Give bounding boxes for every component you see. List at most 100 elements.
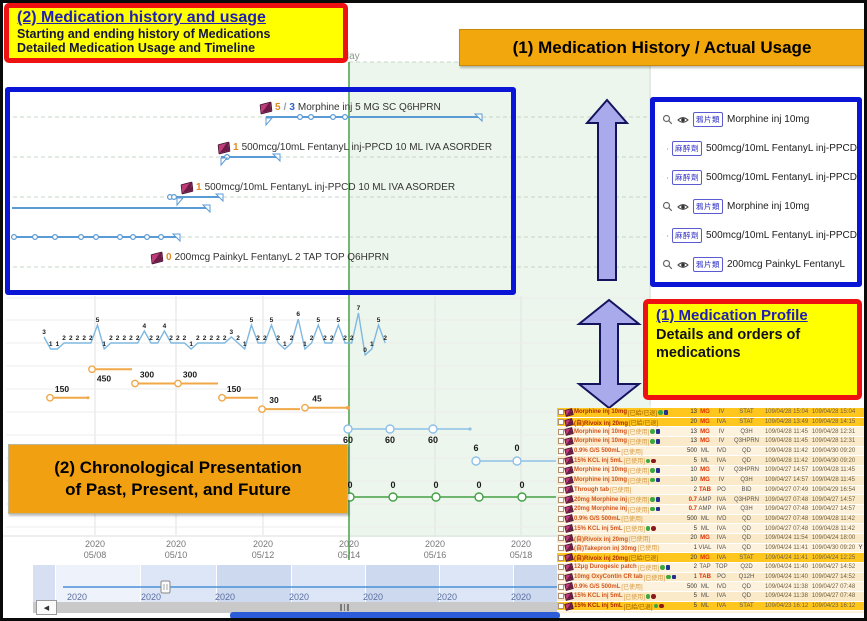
order-row[interactable]: 0.9% G/S 500mL [已使用] 500 ML IVD QD 109/04/24 1… <box>557 582 865 593</box>
order-end-time: 109/04/28 15:04 <box>811 409 856 416</box>
order-checkbox[interactable] <box>558 554 564 561</box>
order-checkbox[interactable] <box>558 525 564 532</box>
order-checkbox[interactable] <box>558 438 564 445</box>
order-end-time: 109/04/28 11:45 <box>812 477 855 484</box>
scroll-left-button[interactable]: ◀ <box>36 600 57 615</box>
order-start-time: 109/04/27 07:48 <box>764 496 809 503</box>
search-icon[interactable] <box>662 259 673 270</box>
mini-timeline-cell[interactable] <box>140 565 217 602</box>
order-row[interactable]: Morphine inj 10mg [已使用] 10 MG IV Q3HPRN 109/04… <box>557 466 865 476</box>
order-row[interactable]: (自)Takepron inj 30mg [已使用] 1 VIAL IVA QD 109/0… <box>557 543 865 554</box>
order-row[interactable]: 15% KCL inj 5mL [已使用] 5 ML IVA QD 109/04/28 11… <box>557 456 865 467</box>
svg-text:3: 3 <box>230 329 234 336</box>
order-checkbox[interactable] <box>558 467 564 474</box>
order-row[interactable]: Through tab [已使用] 2 TAB PO BID 109/04/27 07:49… <box>557 485 865 496</box>
order-row[interactable]: (自)Rivoix inj 20mg [已使用] 20 MG IVA QD 109/04/2… <box>557 533 865 544</box>
eye-icon[interactable] <box>667 231 668 241</box>
svg-text:7: 7 <box>357 305 361 312</box>
svg-text:5: 5 <box>316 317 320 324</box>
eye-icon[interactable] <box>677 260 689 270</box>
axis-date-label: 2020 05/14 <box>337 539 361 560</box>
order-unit: ML <box>700 603 710 610</box>
mini-timeline-cell[interactable] <box>439 565 514 602</box>
medication-timeline-entry[interactable]: 1 500mcg/10mL FentanyL inj-PPCD 10 ML IVA… <box>180 181 455 194</box>
range-handle[interactable] <box>160 580 171 594</box>
order-drug-name: 20mg Morphine inj <box>574 506 628 513</box>
order-row[interactable]: 0.9% G/S 500mL [已使用] 500 ML IVD QD 109/04/28 1… <box>557 446 865 457</box>
order-row[interactable]: (自)Rivoix inj 20mg [已給/已退] 20 MG IVA STAT 109/… <box>557 553 865 563</box>
mini-range-slider[interactable] <box>33 565 862 613</box>
actual-usage-row[interactable]: 鴉片類 Morphine inj 10mg <box>662 107 857 133</box>
eye-icon[interactable] <box>677 202 689 212</box>
order-checkbox[interactable] <box>558 564 564 571</box>
order-row[interactable]: 20mg Morphine inj [已使用] 0.7 AMP IVA Q3H 109/04… <box>557 504 865 515</box>
order-checkbox[interactable] <box>558 419 564 426</box>
actual-usage-row[interactable]: 鴉片類 200mcg PainkyL FentanyL <box>662 252 857 278</box>
svg-text:2: 2 <box>136 335 140 342</box>
order-checkbox[interactable] <box>558 457 564 464</box>
order-row[interactable]: 0.9% G/S 500mL [已使用] 500 ML IVD QD 109/04/27 0… <box>557 514 865 525</box>
mini-timeline-cell[interactable] <box>365 565 440 602</box>
search-icon[interactable] <box>662 114 673 125</box>
horizontal-scrollbar-thumb[interactable] <box>230 612 560 619</box>
search-icon[interactable] <box>662 201 673 212</box>
order-checkbox[interactable] <box>558 486 564 493</box>
actual-usage-row[interactable]: 鴉片類 Morphine inj 10mg <box>662 194 857 220</box>
actual-usage-row[interactable]: 麻醉劑 500mcg/10mL FentanyL inj-PPCD <box>662 136 857 162</box>
order-checkbox[interactable] <box>558 593 564 600</box>
actual-usage-row[interactable]: 麻醉劑 500mcg/10mL FentanyL inj-PPCD <box>662 223 857 249</box>
search-icon[interactable] <box>662 230 663 241</box>
medication-timeline-entry[interactable]: 0 200mcg PainkyL FentanyL 2 TAP TOP Q6HPR… <box>150 251 389 264</box>
order-frequency: QD <box>742 525 751 532</box>
order-checkbox[interactable] <box>558 448 564 455</box>
eye-icon[interactable] <box>667 173 668 183</box>
order-checkbox[interactable] <box>558 603 564 610</box>
svg-text:5: 5 <box>96 317 100 324</box>
order-checkbox[interactable] <box>558 544 564 551</box>
order-checkbox[interactable] <box>558 515 564 522</box>
order-row[interactable]: Morphine inj 10mg [已給/已退] 13 MG IV STAT 109/04… <box>557 407 865 418</box>
order-row[interactable]: 12μg Durogesic patch [已使用] 2 TAP TOP Q2D 109/0… <box>557 562 865 573</box>
order-checkbox[interactable] <box>558 409 564 416</box>
medication-timeline-entry[interactable]: 1 500mcg/10mL FentanyL inj-PPCD 10 ML IVA… <box>217 141 492 154</box>
narcotic-badge-icon <box>655 429 661 434</box>
order-qty: 20 <box>690 419 697 426</box>
svg-text:5: 5 <box>250 317 254 324</box>
order-checkbox[interactable] <box>558 535 564 542</box>
order-row[interactable]: 15% KCL inj 5mL [已給/已退] 5 ML IVA STAT 109/04/2… <box>557 601 865 612</box>
splitter-grip-icon[interactable] <box>340 604 352 611</box>
order-checkbox[interactable] <box>558 506 564 513</box>
order-row[interactable]: Morphine inj 10mg [已使用] 13 MG IV Q3H 109/04/28… <box>557 427 865 438</box>
actual-usage-row[interactable]: 麻醉劑 500mcg/10mL FentanyL inj-PPCD <box>662 165 857 191</box>
order-checkbox[interactable] <box>558 496 564 503</box>
alert-badge-icon <box>651 526 656 531</box>
order-checkbox[interactable] <box>558 428 564 435</box>
mini-timeline-gray-band[interactable] <box>33 602 862 613</box>
order-row[interactable]: Morphine inj 10mg [已使用] 10 MG IV Q3H 109/04/27… <box>557 475 865 486</box>
mini-timeline-cell[interactable] <box>55 565 141 602</box>
order-row[interactable]: 10mg OxyContin CR tab [已使用] 1 TAB PO Q12H 109/… <box>557 572 865 583</box>
order-frequency: Q3H <box>740 506 753 513</box>
narcotic-badge-icon <box>655 506 661 512</box>
eye-icon[interactable] <box>667 144 668 154</box>
controlled-badge-icon <box>660 565 665 570</box>
order-row[interactable]: 15% KCL inj 5mL [已使用] 5 ML IVA QD 109/04/24 11… <box>557 592 865 602</box>
alert-badge-icon <box>659 603 664 609</box>
order-row[interactable]: (自)Rivoix inj 20mg [已給/已退] 20 MG IVA STAT 109/… <box>557 417 865 428</box>
order-row[interactable]: Morphine inj 10mg [已使用] 13 MG IV Q3HPRN 109/04… <box>557 437 865 447</box>
mini-timeline-cell[interactable] <box>291 565 366 602</box>
order-start-time: 109/04/28 11:42 <box>765 448 808 455</box>
controlled-badge-icon <box>666 574 671 580</box>
order-checkbox[interactable] <box>558 477 564 484</box>
order-row[interactable]: 20mg Morphine inj [已使用] 0.7 AMP IVA Q3HPRN 109… <box>557 495 865 505</box>
order-checkbox[interactable] <box>558 583 564 590</box>
mini-timeline-cell[interactable] <box>216 565 292 602</box>
eye-icon[interactable] <box>677 115 689 125</box>
search-icon[interactable] <box>662 172 663 183</box>
svg-text:0: 0 <box>519 480 524 490</box>
search-icon[interactable] <box>662 143 663 154</box>
medication-timeline-entry[interactable]: 5/3 Morphine inj 5 MG SC Q6HPRN <box>259 101 441 114</box>
order-row[interactable]: 15% KCL inj 5mL [已使用] 5 ML IVA QD 109/04/27 07… <box>557 524 865 534</box>
order-unit: AMP <box>698 496 712 503</box>
order-checkbox[interactable] <box>558 574 564 581</box>
